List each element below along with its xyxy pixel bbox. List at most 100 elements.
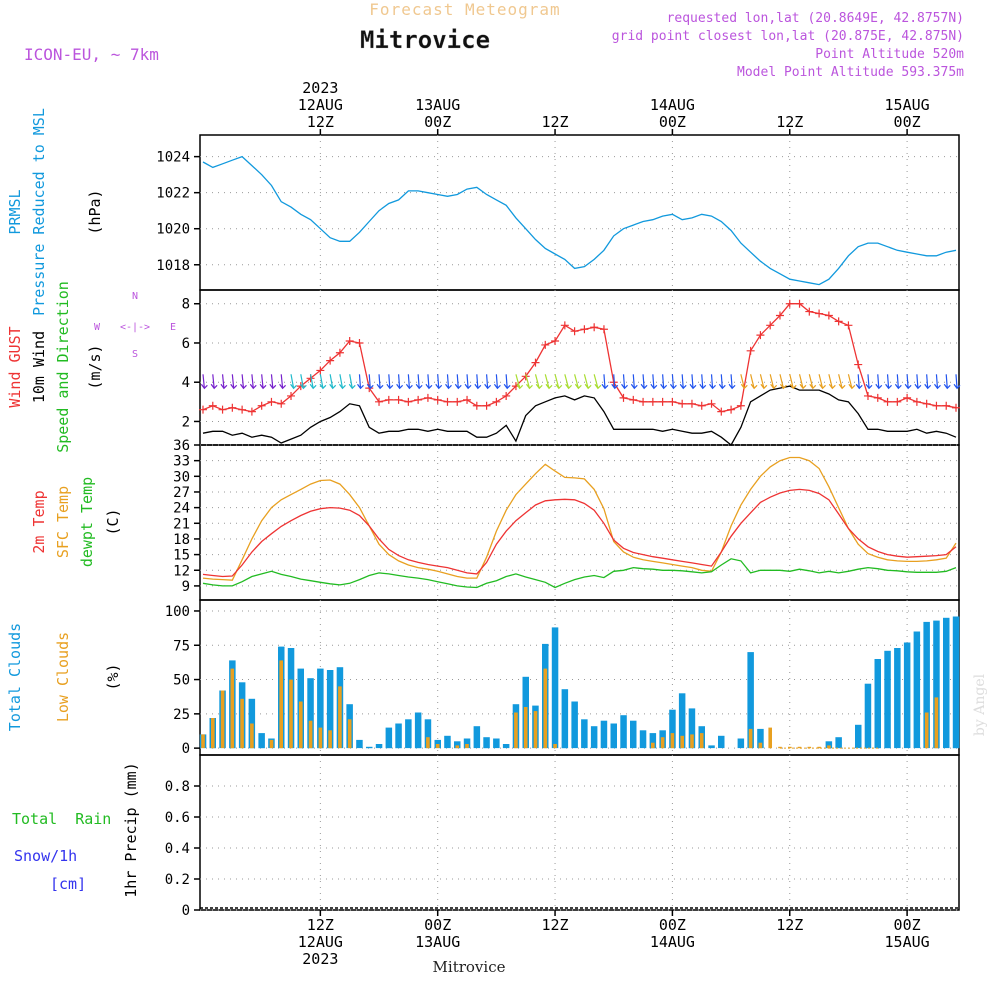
wind-gust-line-marker: [531, 358, 540, 367]
compass-w: W: [94, 322, 101, 333]
meteogram-subtitle: Forecast Meteogram: [369, 0, 560, 19]
wind-gust-line-marker: [922, 399, 931, 408]
time-label-top: 15AUG: [885, 96, 930, 114]
wind-gust-line-marker: [345, 337, 354, 346]
wind-gust-line-marker: [287, 391, 296, 400]
wind-gust-line-marker: [414, 395, 423, 404]
y-tick-label: 33: [173, 454, 190, 470]
wind-gust-line-marker: [942, 401, 951, 410]
clouds-side-label: Total Clouds: [6, 623, 24, 731]
wind-side-label: (m/s): [86, 344, 104, 389]
y-tick-label: 50: [173, 673, 190, 689]
y-tick-label: 1018: [156, 258, 190, 274]
y-tick-label: 18: [173, 532, 190, 548]
wind-direction-arrow: [564, 374, 573, 390]
y-tick-label: 36: [173, 438, 190, 454]
wind-direction-arrow: [650, 374, 658, 390]
time-label-bottom: 12Z: [776, 916, 803, 934]
precip-axis-title: 1hr Precip (mm): [122, 762, 140, 897]
total-cloud-bar: [414, 712, 422, 749]
footer-station-name: Mitrovice: [433, 958, 506, 976]
y-tick-label: 0.8: [165, 779, 190, 795]
time-label-top: 00Z: [894, 113, 921, 131]
pressure-panel-frame: [199, 134, 960, 291]
time-label-top: 12Z: [776, 113, 803, 131]
total-cloud-bar: [903, 642, 911, 749]
total-cloud-bar: [356, 739, 363, 749]
wind-gust-line-marker: [775, 311, 784, 320]
low-cloud-bar: [934, 697, 939, 749]
total-cloud-bar: [463, 738, 471, 749]
wind-direction-arrow: [525, 374, 533, 390]
time-label-bottom: 00Z: [894, 916, 921, 934]
wind-gust-line-marker: [560, 321, 569, 330]
y-tick-label: 12: [173, 563, 190, 579]
wind-direction-arrow: [240, 374, 247, 390]
y-tick-label: 25: [173, 707, 190, 723]
total-cloud-bar: [375, 744, 383, 749]
time-label-top: 12Z: [307, 113, 334, 131]
total-cloud-bar: [493, 738, 500, 749]
total-cloud-bar: [502, 744, 510, 749]
wind-direction-arrow: [554, 374, 563, 390]
pressure-line: [202, 155, 957, 286]
total-cloud-bar: [590, 726, 598, 749]
wind-gust-line-marker: [766, 321, 775, 330]
wind-direction-arrow: [718, 374, 726, 390]
compass-n: N: [132, 291, 138, 302]
wind-direction-arrow: [503, 374, 511, 390]
wind-gust-line-marker: [384, 395, 393, 404]
total-cloud-bar: [649, 733, 657, 749]
temp-2m-line: [202, 488, 957, 578]
total-cloud-bar: [366, 746, 373, 749]
wind-gust-line-marker: [639, 397, 648, 406]
temp-side-label: (C): [104, 508, 122, 535]
low-cloud-bar: [220, 690, 225, 749]
wind-gust-line-marker: [824, 311, 833, 320]
total-cloud-bar: [630, 720, 637, 749]
time-label-bottom: 13AUG: [415, 933, 460, 951]
low-cloud-bar: [748, 728, 753, 749]
wind-gust-line-marker: [952, 403, 960, 412]
y-tick-label: 1020: [156, 222, 190, 238]
model-point-altitude: Model Point Altitude 593.375m: [737, 65, 964, 80]
wind-gust-line-marker: [208, 401, 217, 410]
wind-gust-line-marker: [863, 391, 872, 400]
low-cloud-bar: [699, 733, 704, 749]
wind-direction-arrow: [875, 374, 883, 390]
wind-direction-arrow: [885, 374, 893, 390]
y-tick-label: 15: [173, 548, 190, 564]
y-tick-label: 9: [182, 579, 190, 595]
low-cloud-bar: [338, 686, 342, 749]
wind-direction-arrow: [425, 374, 433, 390]
time-label-bottom: 12Z: [307, 916, 334, 934]
wind-direction-arrow: [309, 374, 317, 390]
total-cloud-bar: [737, 738, 745, 749]
dewpoint-line: [202, 558, 957, 589]
wind-gust-line-marker: [844, 321, 853, 330]
low-cloud-bar: [778, 746, 782, 749]
total-cloud-bar: [874, 659, 881, 749]
time-label-bottom: 15AUG: [885, 933, 930, 951]
wind-gust-line-marker: [834, 317, 843, 326]
wind-direction-arrow: [290, 374, 298, 390]
low-cloud-bar: [543, 668, 548, 749]
wind-gust-line-marker: [257, 401, 266, 410]
wind-direction-arrow: [689, 374, 697, 390]
total-cloud-bar: [688, 708, 696, 749]
wind-direction-arrow: [339, 374, 346, 390]
total-cloud-bar: [894, 648, 901, 749]
wind-gust-line-marker: [785, 299, 794, 308]
clouds-side-label: Low Clouds: [54, 632, 72, 722]
low-cloud-bar: [269, 739, 274, 749]
low-cloud-bar: [426, 737, 430, 749]
wind-gust-line-marker: [267, 397, 276, 406]
wind-direction-arrow: [357, 374, 364, 390]
wind-direction-arrow: [933, 374, 941, 390]
wind-gust-line-marker: [492, 397, 501, 406]
wind-gust-line-marker: [873, 393, 882, 402]
time-label-top: 2023: [302, 79, 338, 97]
total-cloud-bar: [307, 678, 314, 749]
low-cloud-bar: [455, 745, 460, 749]
